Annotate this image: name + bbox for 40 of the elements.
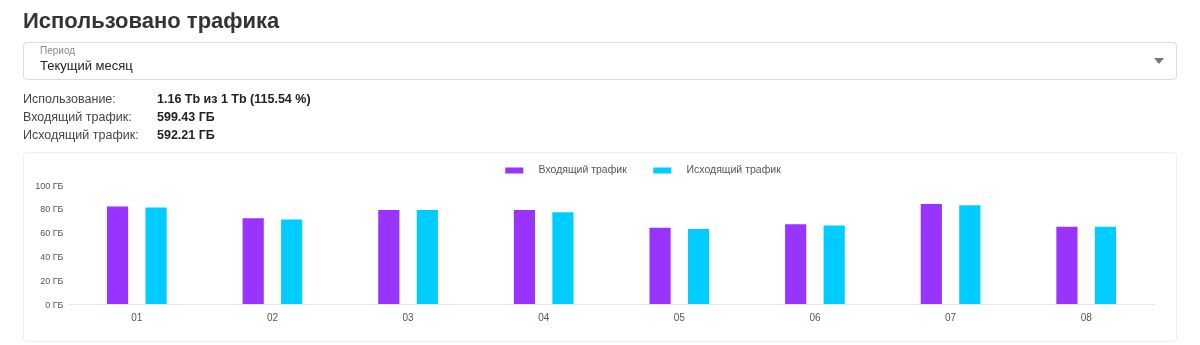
bar (378, 209, 400, 304)
select-field: Период Текущий месяц (23, 42, 1177, 80)
bar (552, 212, 574, 304)
bar (823, 225, 845, 304)
y-tick-label: 100 ГБ (35, 180, 64, 191)
x-tick-label: 03 (402, 311, 415, 323)
bar (281, 219, 303, 304)
bar (649, 227, 671, 304)
bar (416, 209, 438, 304)
x-tick-label: 02 (266, 311, 279, 323)
bar (145, 207, 167, 304)
x-tick-label: 05 (673, 311, 686, 323)
bar (785, 224, 807, 304)
bar (242, 218, 264, 304)
bar (687, 229, 710, 304)
text: 592.21 ГБ (157, 128, 215, 142)
text: Исходящий трафик: (23, 127, 140, 144)
text: 599.43 ГБ (157, 110, 215, 124)
x-tick-label: 04 (538, 311, 550, 323)
legend-label: Исходящий трафик (686, 163, 782, 176)
x-tick-label: 06 (809, 311, 821, 323)
y-tick-label: 60 ГБ (40, 228, 64, 239)
bar (959, 205, 981, 304)
y-tick-label: 20 ГБ (40, 275, 64, 286)
bar (106, 206, 129, 304)
text: Использование: (23, 91, 117, 108)
y-tick-label: 40 ГБ (40, 251, 64, 262)
text: Входящий трафик: (23, 109, 133, 126)
bar (513, 209, 536, 304)
chart-title: Использовано трафика (23, 8, 280, 34)
bar (1094, 226, 1117, 304)
legend-label: Входящий трафик (538, 163, 628, 176)
x-tick-label: 01 (131, 311, 143, 323)
bar (1056, 226, 1078, 304)
x-tick-label: 07 (945, 311, 957, 323)
x-tick-label: 08 (1080, 311, 1093, 323)
y-tick-label: 0 ГБ (45, 299, 64, 310)
bar (920, 204, 942, 304)
y-tick-label: 80 ГБ (40, 204, 64, 215)
text: 1.16 Tb из 1 Tb (115.54 %) (157, 92, 311, 106)
